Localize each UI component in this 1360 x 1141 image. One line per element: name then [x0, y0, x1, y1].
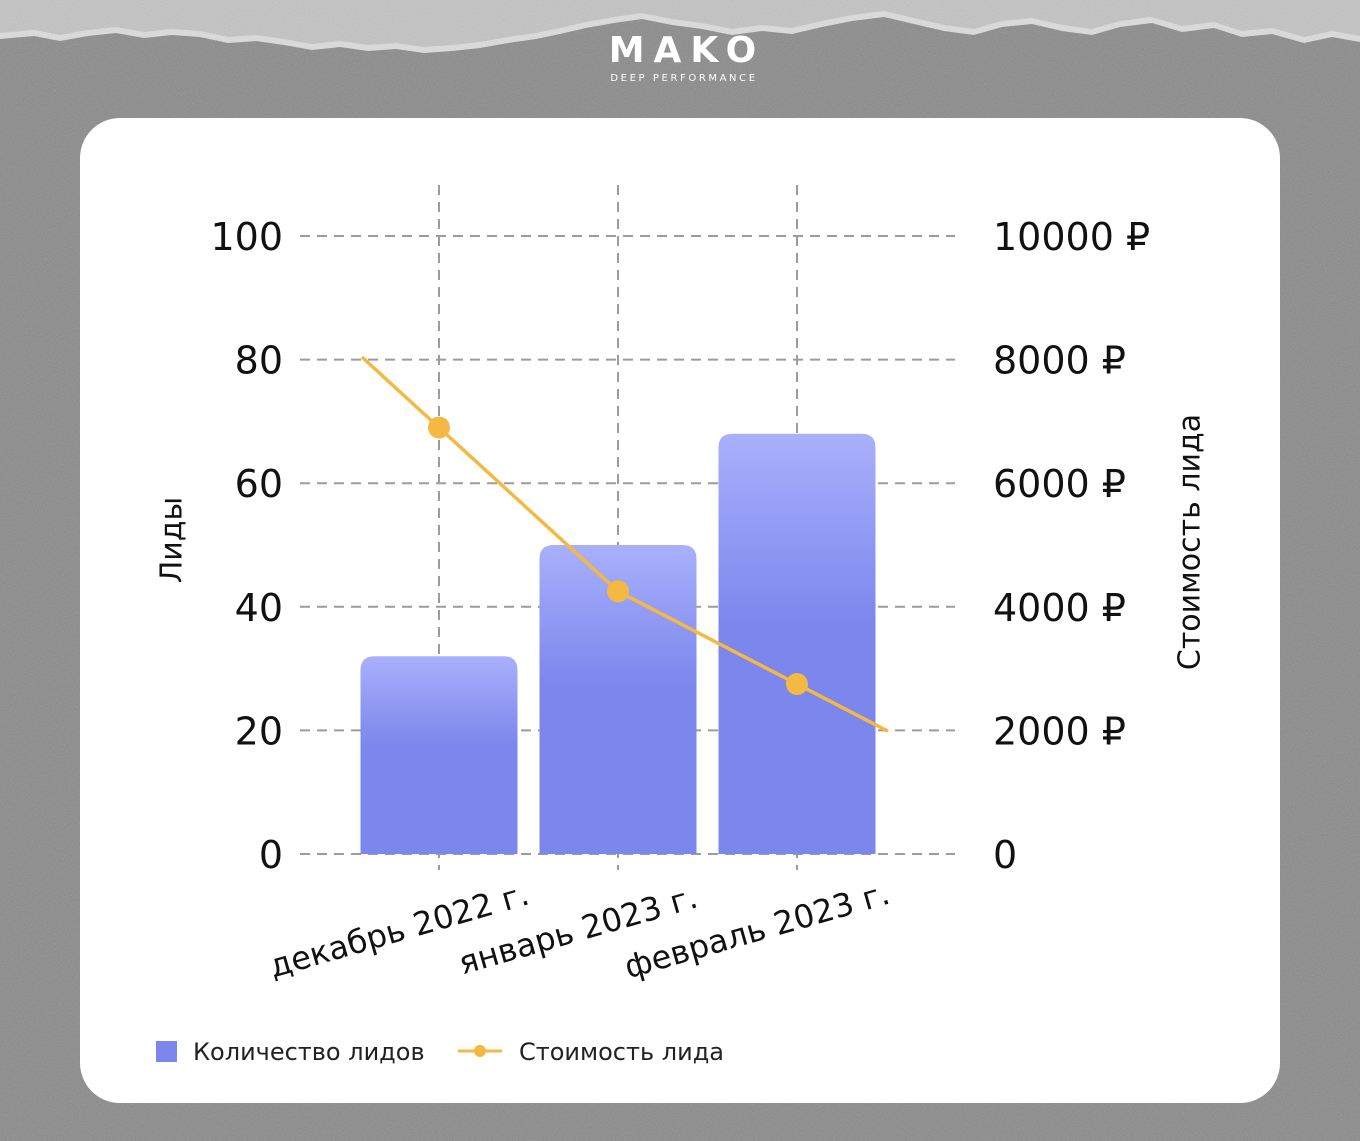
bar — [539, 545, 697, 854]
y-tick-label: 0 — [259, 833, 283, 877]
legend-label: Стоимость лида — [519, 1038, 724, 1066]
bar — [360, 656, 518, 854]
legend-label: Количество лидов — [193, 1038, 425, 1066]
y-right-tick-label: 8000 ₽ — [993, 339, 1126, 383]
y-right-tick-label: 0 — [993, 833, 1017, 877]
brand-logo: MAKO DEEP PERFORMANCE — [609, 30, 766, 84]
legend-swatch-bar — [156, 1041, 177, 1062]
y-right-tick-label: 6000 ₽ — [993, 462, 1126, 506]
y-tick-label: 60 — [235, 462, 283, 506]
line-point — [428, 416, 450, 439]
legend: Количество лидов Стоимость лида — [156, 1038, 724, 1066]
legend-item-cost: Стоимость лида — [458, 1038, 724, 1066]
bar-series — [360, 433, 876, 854]
line-series-layer — [360, 355, 889, 733]
y-tick-label: 80 — [235, 339, 283, 383]
y-right-tick-label: 2000 ₽ — [993, 709, 1126, 753]
y-tick-label: 40 — [235, 586, 283, 630]
y-tick-label: 100 — [210, 215, 283, 259]
legend-item-leads: Количество лидов — [156, 1038, 425, 1066]
y-tick-label: 20 — [235, 709, 283, 753]
y-right-tick-label: 10000 ₽ — [993, 215, 1150, 259]
y-axis-title: Лиды — [155, 497, 190, 583]
bar — [718, 433, 876, 854]
y-right-axis-title: Стоимость лида — [1173, 414, 1208, 670]
y-right-tick-label: 4000 ₽ — [993, 586, 1126, 630]
brand-name: MAKO — [609, 30, 766, 71]
line-point — [607, 580, 629, 603]
legend-swatch-marker — [474, 1045, 486, 1057]
line-point — [786, 673, 808, 696]
brand-tagline: DEEP PERFORMANCE — [610, 73, 757, 84]
